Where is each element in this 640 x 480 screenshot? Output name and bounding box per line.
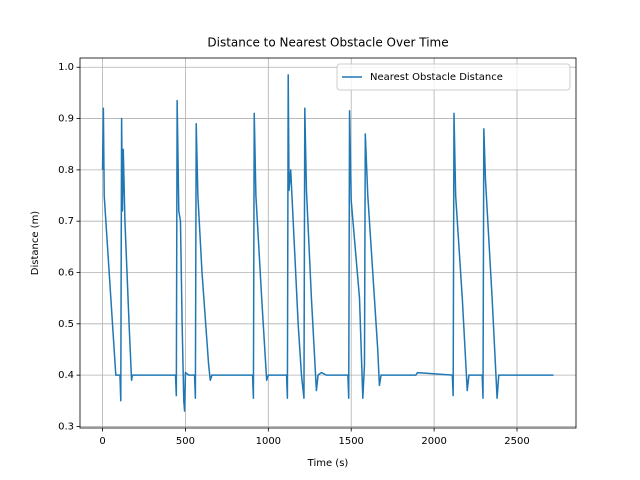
chart-title: Distance to Nearest Obstacle Over Time xyxy=(207,36,448,50)
y-tick-label: 0.9 xyxy=(58,114,74,125)
y-tick-label: 0.4 xyxy=(58,370,74,381)
x-tick-label: 2000 xyxy=(421,436,446,447)
x-tick-label: 2500 xyxy=(504,436,529,447)
legend-box xyxy=(336,63,571,91)
x-tick-label: 0 xyxy=(99,436,105,447)
x-tick-label: 1500 xyxy=(338,436,363,447)
x-tick-label: 1000 xyxy=(256,436,281,447)
y-axis-label: Distance (m) xyxy=(30,211,41,276)
y-tick-label: 0.7 xyxy=(58,216,74,227)
legend-label: Nearest Obstacle Distance xyxy=(370,72,503,83)
y-tick-label: 1.0 xyxy=(58,62,74,73)
data-line xyxy=(101,74,554,412)
y-tick-label: 0.8 xyxy=(58,165,74,176)
y-tick-label: 0.5 xyxy=(58,319,74,330)
x-axis-label: Time (s) xyxy=(307,458,349,469)
x-tick-label: 500 xyxy=(176,436,195,447)
y-tick-label: 0.6 xyxy=(58,268,74,279)
y-tick-label: 0.3 xyxy=(58,421,74,432)
plot-frame xyxy=(79,57,577,429)
